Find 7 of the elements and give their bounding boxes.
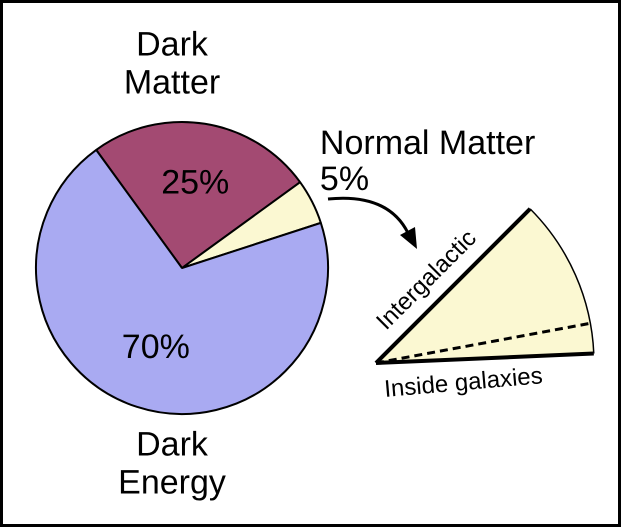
data-label: 5% [320, 160, 370, 198]
data-label: 25% [161, 164, 230, 202]
slice-label: Dark Matter [124, 25, 220, 102]
slice-label: Normal Matter [320, 124, 536, 162]
slice-label: Dark Energy [118, 425, 226, 502]
data-label: 70% [122, 328, 190, 366]
text: Inside galaxies [383, 362, 544, 403]
